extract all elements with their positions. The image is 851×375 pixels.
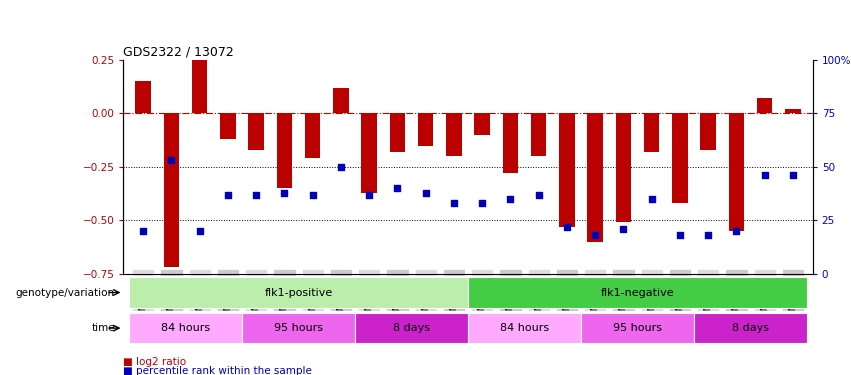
Text: 95 hours: 95 hours: [274, 323, 323, 333]
Text: 95 hours: 95 hours: [613, 323, 662, 333]
Text: 84 hours: 84 hours: [161, 323, 210, 333]
Bar: [474, 113, 490, 135]
Point: [277, 189, 291, 195]
Point: [136, 228, 150, 234]
Bar: [135, 81, 151, 113]
Bar: [581, 313, 694, 344]
Bar: [277, 113, 292, 188]
Bar: [531, 113, 546, 156]
Bar: [757, 99, 773, 113]
Point: [786, 172, 800, 178]
Point: [419, 189, 432, 195]
Bar: [644, 113, 660, 152]
Bar: [192, 60, 208, 113]
Bar: [248, 113, 264, 150]
Bar: [163, 113, 180, 267]
Bar: [129, 278, 468, 308]
Point: [221, 192, 235, 198]
Text: flk1-positive: flk1-positive: [265, 288, 333, 297]
Point: [334, 164, 348, 170]
Bar: [700, 113, 716, 150]
Bar: [468, 278, 807, 308]
Point: [447, 200, 460, 206]
Point: [673, 232, 687, 238]
Text: flk1-negative: flk1-negative: [601, 288, 674, 297]
Point: [504, 196, 517, 202]
Bar: [503, 113, 518, 173]
Point: [617, 226, 631, 232]
Text: ■ log2 ratio: ■ log2 ratio: [123, 357, 186, 367]
Point: [193, 228, 207, 234]
Bar: [355, 313, 468, 344]
Point: [391, 185, 404, 191]
Bar: [333, 88, 349, 113]
Text: genotype/variation: genotype/variation: [16, 288, 115, 297]
Point: [729, 228, 743, 234]
Bar: [559, 113, 574, 227]
Bar: [728, 113, 744, 231]
Bar: [220, 113, 236, 139]
Bar: [390, 113, 405, 152]
Text: time: time: [91, 323, 115, 333]
Text: ■ percentile rank within the sample: ■ percentile rank within the sample: [123, 366, 312, 375]
Text: 8 days: 8 days: [732, 323, 769, 333]
Bar: [785, 109, 801, 113]
Bar: [672, 113, 688, 203]
Text: 84 hours: 84 hours: [500, 323, 549, 333]
Bar: [468, 313, 581, 344]
Point: [560, 224, 574, 230]
Point: [588, 232, 602, 238]
Bar: [362, 113, 377, 192]
Bar: [694, 313, 807, 344]
Point: [701, 232, 715, 238]
Text: 8 days: 8 days: [393, 323, 430, 333]
Bar: [615, 113, 631, 222]
Point: [164, 158, 178, 164]
Point: [758, 172, 772, 178]
Bar: [418, 113, 433, 146]
Bar: [129, 313, 242, 344]
Text: GDS2322 / 13072: GDS2322 / 13072: [123, 46, 234, 59]
Bar: [446, 113, 462, 156]
Point: [306, 192, 319, 198]
Point: [532, 192, 545, 198]
Point: [249, 192, 263, 198]
Bar: [305, 113, 321, 158]
Point: [363, 192, 376, 198]
Point: [645, 196, 659, 202]
Point: [476, 200, 489, 206]
Bar: [587, 113, 603, 242]
Bar: [242, 313, 355, 344]
